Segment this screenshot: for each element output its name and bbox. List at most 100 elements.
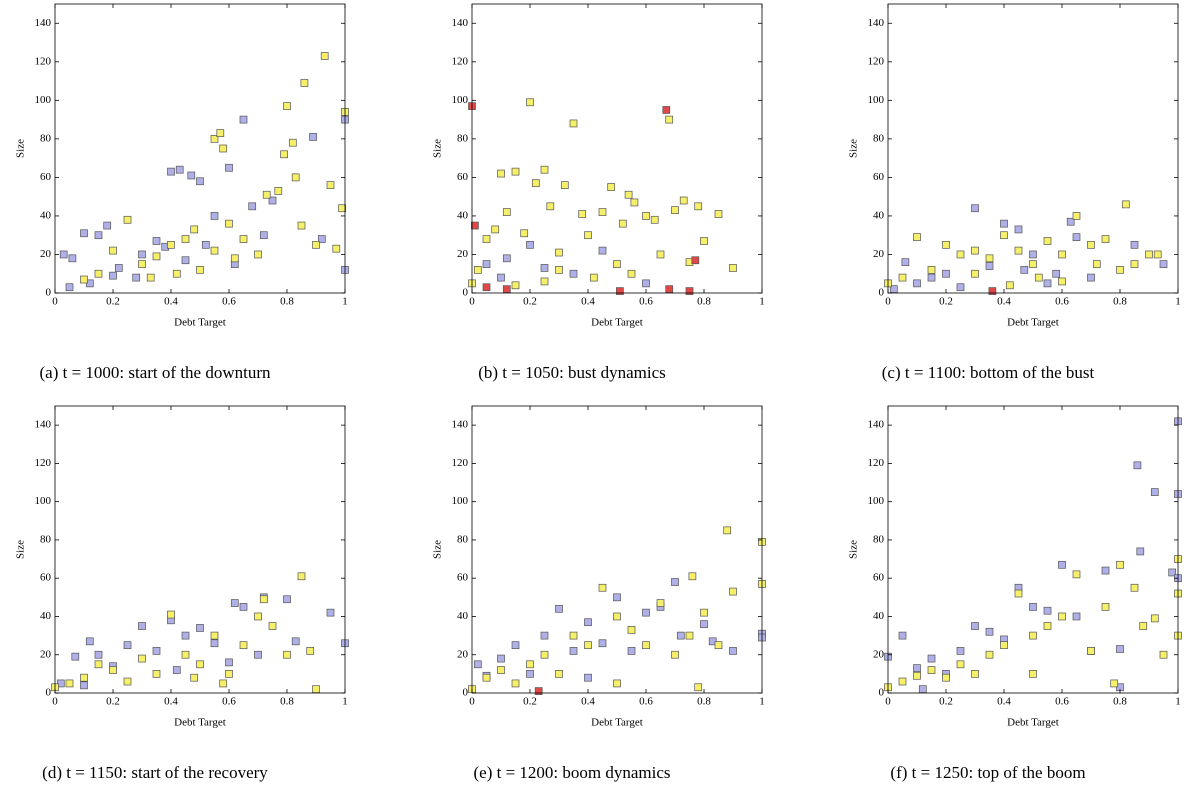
point <box>927 654 936 663</box>
point <box>259 231 268 240</box>
point <box>971 670 979 678</box>
y-tick-label: 40 <box>40 209 52 221</box>
point <box>627 626 636 634</box>
point <box>1159 260 1168 268</box>
point <box>297 221 306 230</box>
point <box>94 231 103 240</box>
point <box>1101 603 1110 611</box>
x-tick-label: 1 <box>342 296 348 308</box>
x-tick-label: 0.2 <box>523 296 537 308</box>
point <box>172 666 181 674</box>
x-tick-label: 0.6 <box>639 296 653 308</box>
point <box>497 666 505 674</box>
point <box>927 666 936 674</box>
point <box>196 177 204 186</box>
point <box>662 106 671 114</box>
x-tick-label: 0.6 <box>639 696 653 708</box>
y-axis-label: Size <box>15 540 27 559</box>
point <box>598 208 607 216</box>
point <box>913 671 921 680</box>
x-tick-label: 0.8 <box>280 296 294 308</box>
y-tick-label: 60 <box>40 572 52 584</box>
point <box>482 673 491 682</box>
point <box>123 215 132 224</box>
point <box>511 167 520 176</box>
point <box>942 269 950 278</box>
y-tick-label: 120 <box>868 457 885 469</box>
point <box>613 593 621 602</box>
point <box>138 654 146 663</box>
point <box>555 248 563 257</box>
point <box>210 639 219 648</box>
point <box>526 98 534 107</box>
y-tick-label: 100 <box>452 94 469 106</box>
point <box>497 273 505 282</box>
y-tick-label: 120 <box>452 457 469 469</box>
point <box>68 254 77 263</box>
point <box>540 650 549 659</box>
point <box>898 273 907 282</box>
caption: (f) t = 1250: top of the boom <box>890 763 1085 782</box>
point <box>1072 570 1081 579</box>
point <box>268 196 277 205</box>
point <box>1116 645 1124 653</box>
point <box>132 273 141 282</box>
point <box>201 240 210 249</box>
y-tick-label: 100 <box>868 94 885 106</box>
point <box>584 641 592 650</box>
panel: 0 0.2 0.4 0.6 0.8 1 0 20 40 60 80 100 120 140 Debt Tar… <box>432 405 766 782</box>
point <box>138 250 146 259</box>
point <box>569 631 578 640</box>
point <box>584 231 592 240</box>
point <box>332 244 341 253</box>
point <box>1130 240 1139 249</box>
point <box>898 677 907 686</box>
y-tick-label: 140 <box>35 419 52 431</box>
point <box>320 52 329 60</box>
point <box>569 119 578 128</box>
point <box>1005 281 1014 290</box>
y-tick-label: 0 <box>463 287 469 299</box>
point <box>274 187 283 195</box>
point <box>1043 622 1052 630</box>
point <box>700 608 708 617</box>
x-tick-label: 1 <box>759 696 765 708</box>
x-tick-label: 0.4 <box>997 296 1011 308</box>
point <box>109 271 117 280</box>
point <box>1034 273 1043 282</box>
y-tick-label: 100 <box>868 495 885 507</box>
point <box>482 283 491 292</box>
point <box>729 647 737 655</box>
point <box>262 190 271 199</box>
point <box>627 647 636 655</box>
point <box>1000 641 1008 650</box>
x-tick-label: 0.8 <box>697 696 711 708</box>
point <box>167 610 175 619</box>
point <box>65 679 74 688</box>
point <box>1087 240 1095 249</box>
y-axis-label: Size <box>15 139 27 158</box>
point <box>152 237 161 245</box>
point <box>723 526 732 535</box>
point <box>190 673 199 682</box>
point <box>988 287 997 295</box>
point <box>511 679 520 688</box>
y-tick-label: 100 <box>452 495 469 507</box>
y-tick-label: 120 <box>868 55 885 67</box>
point <box>146 273 155 282</box>
x-tick-label: 0 <box>885 696 891 708</box>
point <box>1000 219 1008 228</box>
x-tick-label: 0.4 <box>997 696 1011 708</box>
point <box>729 264 737 272</box>
y-tick-label: 60 <box>457 572 469 584</box>
point <box>526 660 534 669</box>
y-axis-label: Size <box>848 139 860 158</box>
point <box>927 266 936 274</box>
point <box>598 639 607 648</box>
point <box>109 666 117 674</box>
y-tick-label: 60 <box>457 171 469 183</box>
y-tick-label: 140 <box>452 17 469 29</box>
point <box>555 604 563 613</box>
point <box>526 670 534 678</box>
point <box>531 179 540 188</box>
